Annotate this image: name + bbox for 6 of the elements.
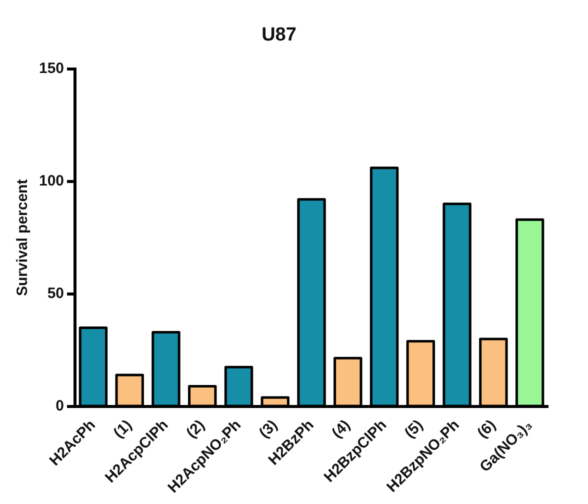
chart-title: U87 — [262, 24, 296, 46]
y-tick-label: 150 — [38, 60, 64, 77]
y-tick-label: 100 — [38, 172, 64, 190]
y-axis-title: Survival percent — [14, 179, 32, 296]
y-tick-label: 50 — [47, 285, 64, 302]
y-tick-label: 0 — [56, 398, 64, 415]
